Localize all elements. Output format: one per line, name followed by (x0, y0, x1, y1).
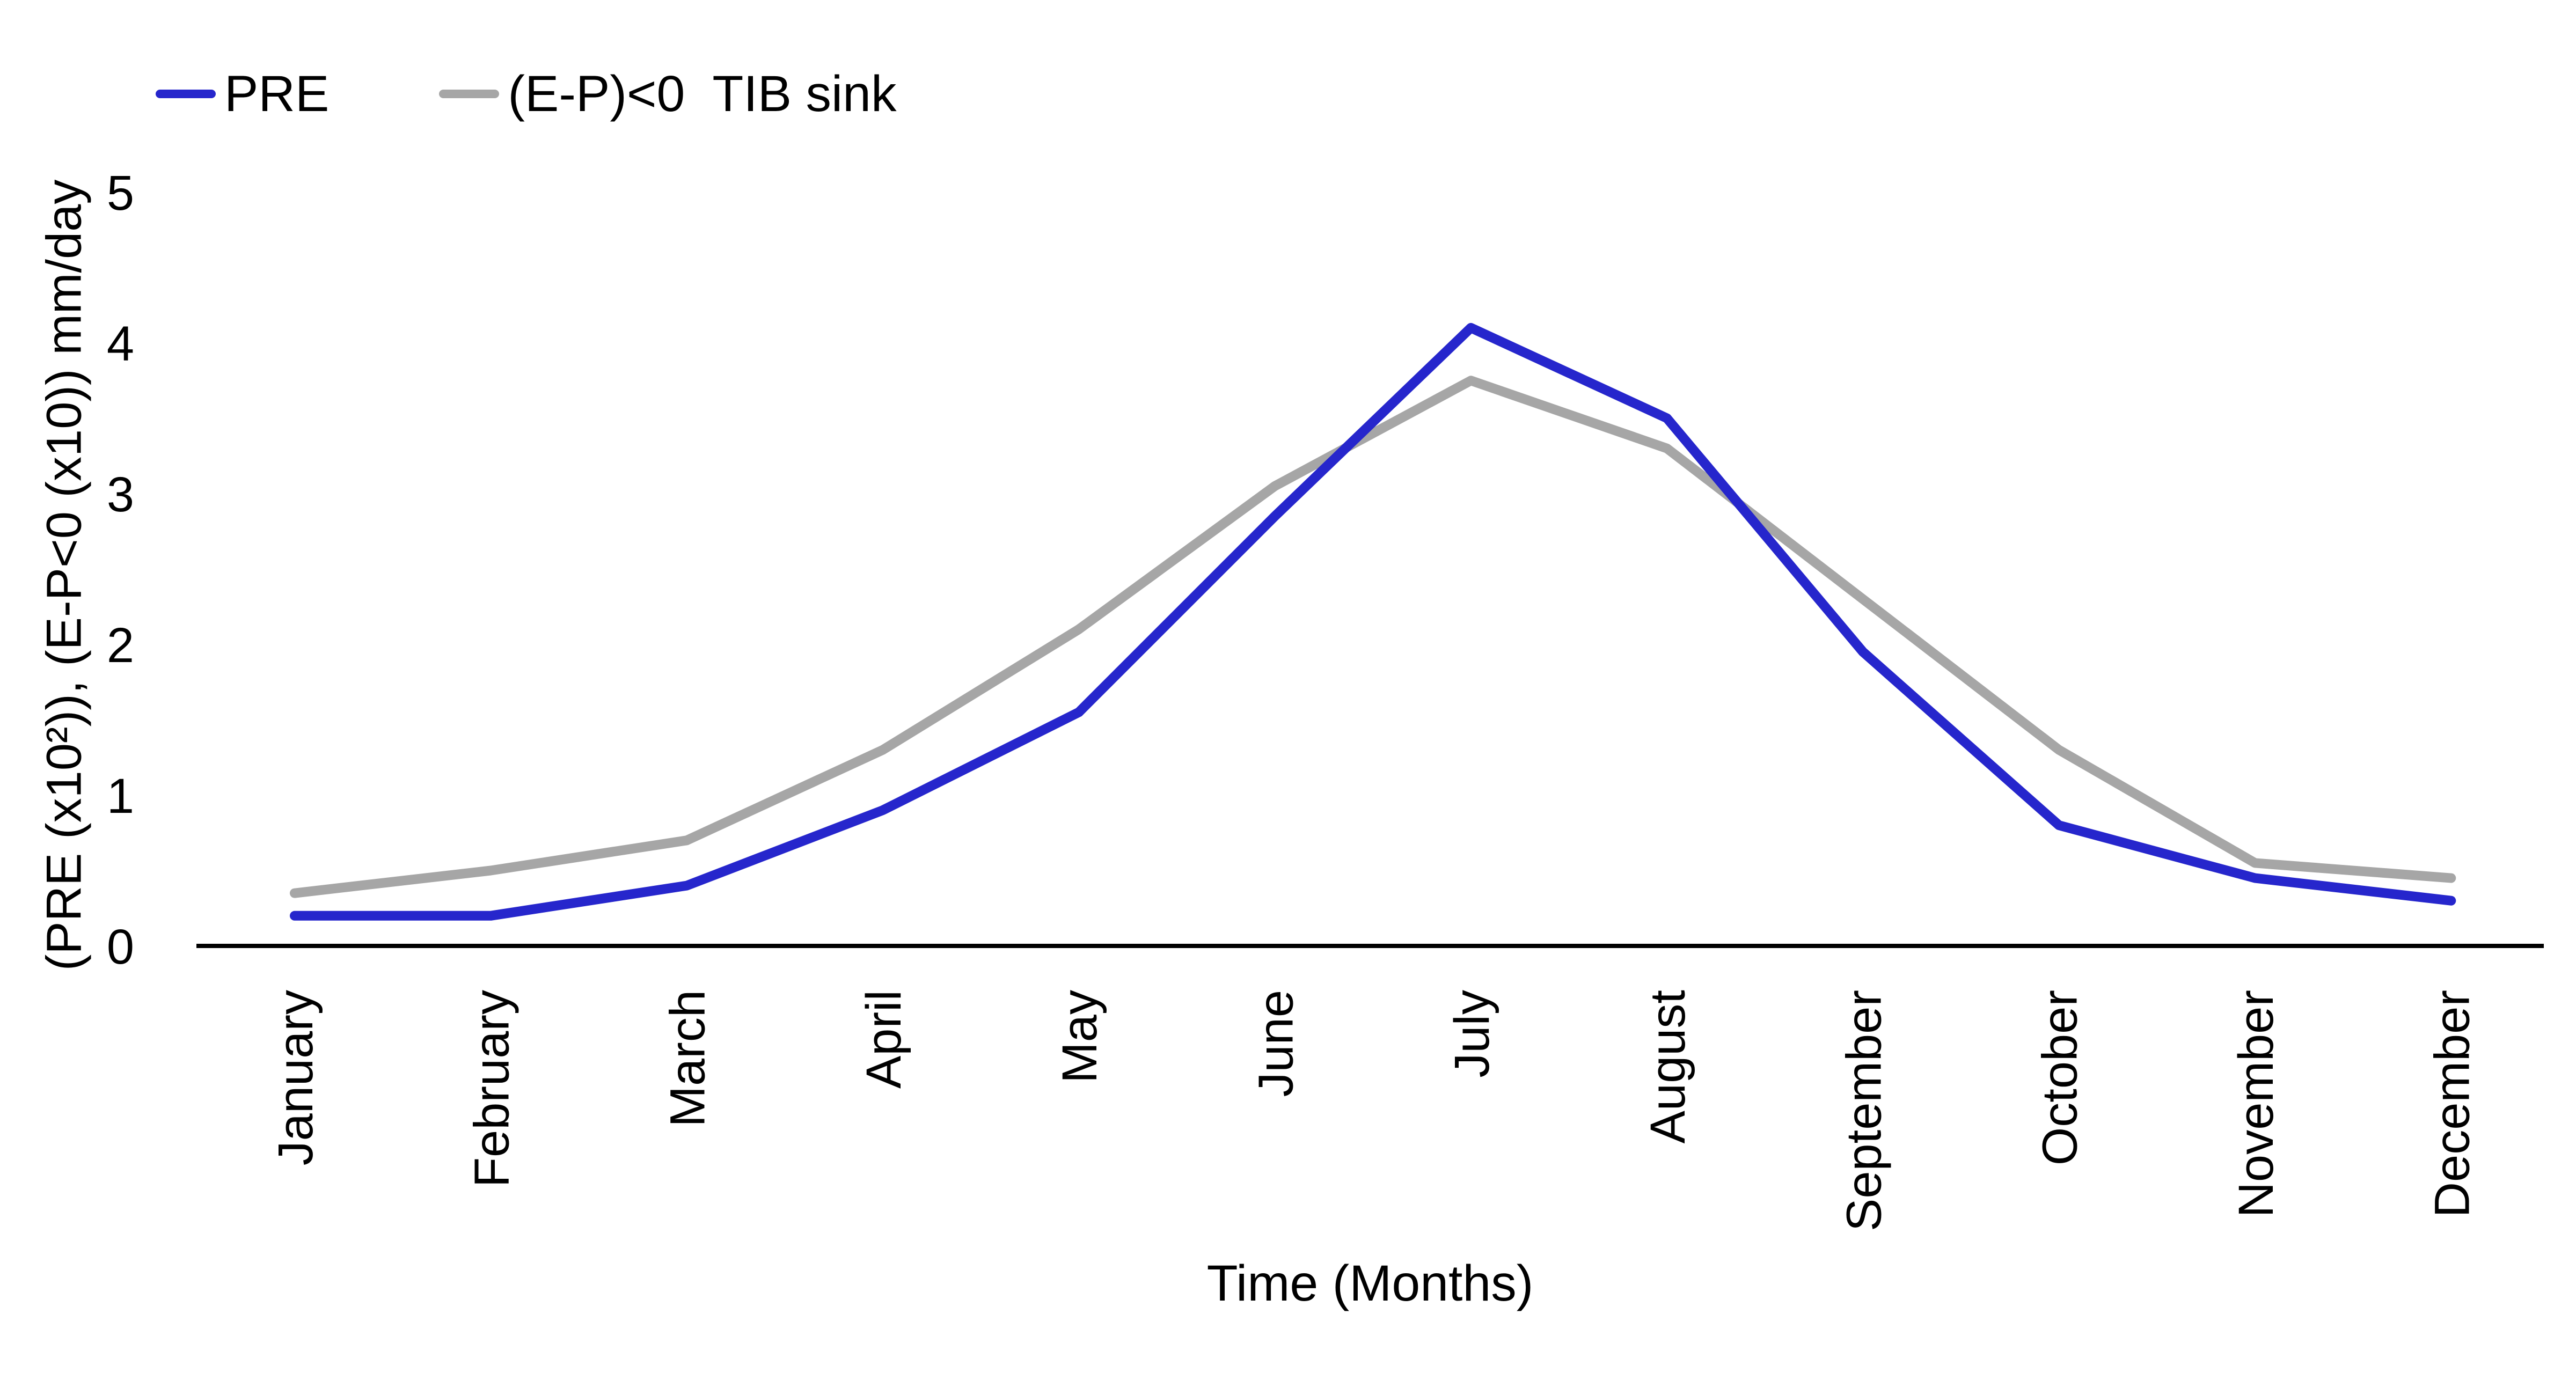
x-tick-label: January (268, 990, 323, 1165)
y-tick-label: 5 (107, 166, 134, 221)
y-tick-label: 2 (107, 618, 134, 673)
x-tick-label: April (857, 990, 911, 1089)
series-line-tib-sink (290, 376, 2456, 898)
legend-item-tib-sink: (E-P)<0 TIB sink (439, 63, 897, 124)
y-tick-label: 0 (107, 920, 134, 974)
x-tick-label: September (1836, 990, 1891, 1231)
legend-label-tib-sink: (E-P)<0 TIB sink (508, 65, 897, 122)
x-tick-label: August (1641, 990, 1695, 1143)
x-tick-label: February (464, 990, 519, 1187)
y-tick-label: 4 (107, 317, 134, 371)
x-tick-label: March (661, 990, 715, 1127)
x-tick-label: November (2229, 990, 2284, 1217)
legend-line-tib-sink-icon (439, 90, 500, 98)
x-tick-label: July (1445, 990, 1499, 1078)
y-tick-label: 3 (107, 467, 134, 522)
legend-line-pre-icon (156, 90, 216, 98)
x-axis-title: Time (Months) (1206, 1255, 1534, 1312)
x-tick-label: May (1052, 990, 1107, 1083)
legend: PRE (E-P)<0 TIB sink (156, 63, 897, 124)
x-tick-label: December (2425, 990, 2479, 1217)
y-tick-label: 1 (107, 769, 134, 824)
legend-label-pre: PRE (224, 65, 330, 122)
series-line-pre (290, 322, 2456, 921)
legend-item-pre: PRE (156, 63, 329, 124)
x-tick-label: October (2033, 990, 2088, 1165)
y-axis-title: (PRE (x10²)), (E-P<0 (x10)) mm/day (36, 179, 92, 971)
x-tick-label: June (1249, 990, 1304, 1097)
